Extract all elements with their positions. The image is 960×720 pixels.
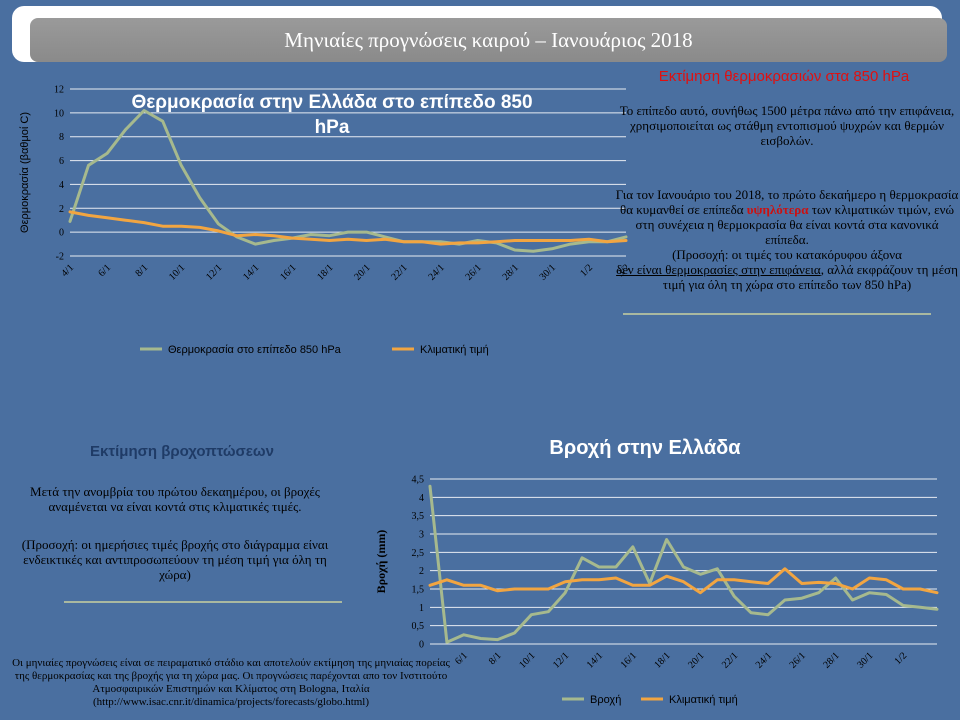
temp-para2-b: των κλιματικών τιμών, ενώ στη συνέχεια η… — [635, 202, 955, 247]
rain-y-tick-label: 4 — [419, 493, 424, 504]
rain-legend-label-2: Κλιματική τιμή — [669, 694, 738, 706]
rain-y-tick-label: 3 — [419, 530, 424, 541]
temp-x-tick-label: 24/1 — [426, 262, 446, 282]
temp-series-line-2 — [68, 210, 628, 246]
temp-y-tick-label: 2 — [59, 204, 64, 215]
rain-x-tick-label: 20/1 — [686, 650, 706, 670]
temp-panel-para2: Για τον Ιανουάριο του 2018, το πρώτο δεκ… — [614, 187, 960, 292]
rain-y-tick-label: 2 — [419, 566, 424, 577]
temp-y-tick-label: 12 — [54, 85, 64, 96]
temp-panel-divider — [623, 313, 931, 315]
temp-legend-label-1: Θερμοκρασία στο επίπεδο 850 hPa — [168, 344, 342, 356]
temp-x-tick-label: 8/1 — [133, 262, 150, 279]
temp-panel-heading: Εκτίμηση θερμοκρασιών στα 850 hPa — [658, 68, 910, 85]
rain-series-line-1 — [428, 484, 939, 644]
rain-x-tick-label: 14/1 — [585, 650, 605, 670]
temp-para2-c: (Προσοχή: οι τιμές του κατακόρυφου άξονα — [672, 247, 902, 262]
temp-para2-d: , αλλά εκφράζουν τη μέση τιμή για όλη τη… — [662, 262, 958, 292]
rain-panel-para2: (Προσοχή: οι ημερήσιες τιμές βροχής στο … — [21, 537, 329, 582]
rain-x-tick-label: 1/2 — [893, 650, 910, 667]
temp-x-tick-label: 28/1 — [501, 262, 521, 282]
rain-y-tick-label: 1 — [419, 603, 424, 614]
temp-para2-a: Για τον Ιανουάριο του 2018, το πρώτο δεκ… — [615, 187, 959, 217]
temp-legend-label-2: Κλιματική τιμή — [420, 344, 489, 356]
rain-y-tick-label: 3,5 — [412, 511, 425, 522]
temp-para2-highlight: υψηλότερα — [746, 202, 809, 217]
rain-x-tick-label: 18/1 — [652, 650, 672, 670]
temp-y-tick-label: 6 — [59, 156, 64, 167]
temp-y-tick-label: 4 — [59, 180, 64, 191]
rain-legend-label-1: Βροχή — [590, 694, 621, 706]
title-banner: Μηνιαίες προγνώσεις καιρού – Ιανουάριος … — [12, 6, 947, 62]
temp-x-tick-label: 6/1 — [96, 262, 113, 279]
rain-y-tick-label: 2,5 — [412, 548, 425, 559]
rain-panel-divider — [64, 601, 342, 603]
temp-y-tick-label: 10 — [54, 108, 64, 119]
temp-x-tick-label: 16/1 — [278, 262, 298, 282]
rain-x-tick-label: 22/1 — [720, 650, 740, 670]
temp-x-tick-label: 4/1 — [59, 262, 76, 279]
temp-x-tick-label: 26/1 — [464, 262, 484, 282]
rain-x-tick-label: 10/1 — [517, 650, 537, 670]
rain-y-axis-label: Βροχή (mm) — [374, 530, 388, 594]
rain-x-tick-label: 26/1 — [788, 650, 808, 670]
temp-x-tick-label: 1/2 — [578, 262, 595, 279]
temp-x-tick-label: 22/1 — [389, 262, 409, 282]
rain-x-tick-label: 24/1 — [754, 650, 774, 670]
rain-panel-heading: Εκτίμηση βροχοπτώσεων — [90, 443, 274, 460]
temp-para2-underlined: δεν είναι θερμοκρασίες στην επιφάνεια — [616, 262, 821, 277]
rain-x-tick-label: 8/1 — [487, 650, 504, 667]
rain-series-line-2 — [428, 567, 939, 595]
temp-y-tick-label: 0 — [59, 228, 64, 239]
temp-x-tick-label: 30/1 — [538, 262, 558, 282]
temp-x-tick-label: 18/1 — [315, 262, 335, 282]
rain-y-tick-label: 0,5 — [412, 621, 425, 632]
rain-y-tick-label: 4,5 — [412, 475, 425, 486]
rain-x-tick-label: 28/1 — [821, 650, 841, 670]
footer-note: Οι μηνιαίες προγνώσεις είναι σε πειραματ… — [12, 657, 450, 708]
temp-x-tick-label: 10/1 — [167, 262, 187, 282]
rain-x-tick-label: 16/1 — [619, 650, 639, 670]
temp-panel-para1: Το επίπεδο αυτό, συνήθως 1500 μέτρα πάνω… — [619, 103, 955, 148]
temp-y-tick-label: -2 — [56, 252, 64, 263]
rain-y-tick-label: 0 — [419, 640, 424, 651]
temp-title-line: hPa — [315, 117, 350, 138]
rain-x-tick-label: 12/1 — [551, 650, 571, 670]
temp-y-axis-label: Θερμοκρασία (βαθμοί C) — [19, 112, 31, 233]
temp-x-tick-label: 14/1 — [241, 262, 261, 282]
temp-series-line-1 — [68, 109, 628, 253]
temp-x-tick-label: 20/1 — [352, 262, 372, 282]
temp-y-tick-label: 8 — [59, 132, 64, 143]
rain-x-tick-label: 30/1 — [855, 650, 875, 670]
page-title: Μηνιαίες προγνώσεις καιρού – Ιανουάριος … — [30, 18, 947, 62]
rain-y-tick-label: 1,5 — [412, 585, 425, 596]
rain-title-line: Βροχή στην Ελλάδα — [549, 437, 741, 459]
temp-title-line: Θερμοκρασία στην Ελλάδα στο επίπεδο 850 — [131, 92, 532, 113]
rain-panel-para1: Μετά την ανομβρία του πρώτου δεκαημέρου,… — [30, 484, 320, 514]
temp-x-tick-label: 12/1 — [204, 262, 224, 282]
